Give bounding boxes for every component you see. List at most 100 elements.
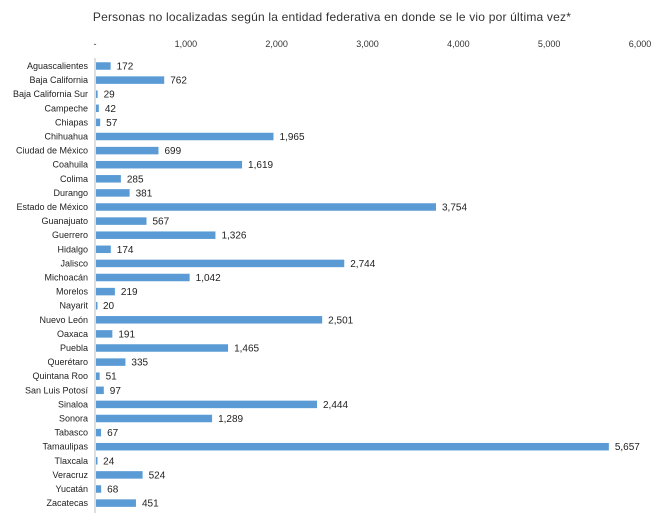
bar — [96, 301, 98, 310]
bar — [96, 372, 100, 380]
bar — [96, 428, 102, 437]
category-label: Oaxaca — [57, 329, 88, 339]
x-tick-label: - — [94, 39, 97, 49]
data-label: 762 — [170, 76, 187, 87]
category-label: Baja California — [29, 75, 88, 85]
category-label: Tamaulipas — [42, 442, 88, 452]
data-label: 1,619 — [248, 160, 273, 171]
data-label: 1,289 — [218, 414, 243, 425]
category-label: Coahuila — [52, 160, 88, 170]
category-label: Chihuahua — [44, 132, 88, 142]
category-label: Campeche — [44, 103, 88, 113]
x-tick-label: 3,000 — [356, 39, 379, 49]
bar — [96, 175, 121, 183]
data-label: 335 — [131, 358, 148, 369]
category-label: Chiapas — [55, 117, 89, 127]
category-label: San Luis Potosí — [25, 385, 89, 395]
bar — [96, 330, 113, 338]
bar — [96, 499, 136, 507]
chart-title: Personas no localizadas según la entidad… — [92, 10, 572, 24]
category-label: Guerrero — [52, 230, 88, 240]
category-label: Ciudad de México — [16, 146, 88, 156]
data-label: 699 — [164, 146, 181, 157]
bar — [96, 442, 609, 451]
data-label: 2,744 — [350, 259, 375, 270]
bar — [96, 132, 274, 141]
x-tick-label: 5,000 — [538, 39, 561, 49]
bar — [96, 259, 345, 268]
bar — [96, 316, 323, 324]
category-label: Michoacán — [44, 273, 88, 283]
data-label: 191 — [118, 329, 135, 340]
bar — [96, 104, 99, 113]
category-label: Tlaxcala — [54, 456, 88, 466]
category-label: Baja California Sur — [13, 89, 88, 99]
data-label: 97 — [110, 386, 122, 397]
category-label: Estado de México — [16, 202, 88, 212]
bar — [96, 203, 436, 211]
data-label: 1,465 — [234, 344, 259, 355]
x-tick-label: 2,000 — [265, 39, 288, 49]
bar — [96, 457, 98, 465]
category-label: Jalisco — [60, 258, 88, 268]
data-label: 285 — [127, 174, 144, 185]
data-label: 172 — [117, 62, 134, 73]
data-label: 5,657 — [615, 442, 640, 453]
data-label: 67 — [107, 428, 119, 439]
category-label: Zacatecas — [46, 498, 88, 508]
data-label: 219 — [121, 287, 138, 298]
bar — [96, 62, 111, 70]
x-tick-label: 1,000 — [175, 39, 198, 49]
data-label: 1,965 — [279, 132, 304, 143]
bar — [96, 287, 115, 296]
x-tick-label: 6,000 — [629, 39, 652, 49]
category-label: Aguascalientes — [27, 61, 89, 71]
data-label: 2,501 — [328, 315, 353, 326]
bar — [96, 386, 104, 395]
bar — [96, 273, 190, 282]
data-label: 567 — [153, 217, 170, 228]
bar — [96, 344, 229, 352]
category-label: Yucatán — [55, 484, 88, 494]
data-label: 1,326 — [221, 231, 246, 242]
bar — [96, 400, 317, 409]
category-label: Guanajuato — [41, 216, 88, 226]
bar — [96, 118, 101, 127]
data-label: 1,042 — [196, 273, 221, 284]
bar — [96, 358, 126, 366]
data-label: 451 — [142, 499, 159, 510]
bar — [96, 217, 147, 225]
data-label: 51 — [106, 372, 118, 383]
data-label: 381 — [136, 188, 153, 199]
data-label: 524 — [149, 470, 166, 481]
category-label: Durango — [53, 188, 88, 198]
data-label: 57 — [106, 118, 118, 129]
bar — [96, 189, 130, 197]
data-label: 29 — [104, 90, 116, 101]
category-label: Puebla — [60, 343, 88, 353]
bar — [96, 485, 102, 493]
bar — [96, 160, 243, 169]
category-label: Hidalgo — [57, 244, 88, 254]
data-label: 2,444 — [323, 400, 348, 411]
category-label: Colima — [60, 174, 88, 184]
bar — [96, 245, 111, 254]
bar — [96, 471, 143, 479]
bar — [96, 76, 165, 84]
category-label: Sonora — [59, 414, 88, 424]
category-label: Sinaloa — [58, 399, 88, 409]
bar — [96, 146, 159, 155]
category-label: Nuevo León — [39, 315, 88, 325]
data-label: 24 — [103, 456, 115, 467]
bar — [96, 414, 213, 423]
category-label: Querétaro — [47, 357, 88, 367]
bar — [96, 90, 98, 98]
data-label: 20 — [103, 301, 115, 312]
data-label: 42 — [105, 104, 117, 115]
category-label: Nayarit — [59, 301, 88, 311]
data-label: 3,754 — [442, 203, 467, 214]
category-label: Quintana Roo — [32, 371, 88, 381]
bar — [96, 231, 216, 239]
data-label: 174 — [117, 245, 134, 256]
